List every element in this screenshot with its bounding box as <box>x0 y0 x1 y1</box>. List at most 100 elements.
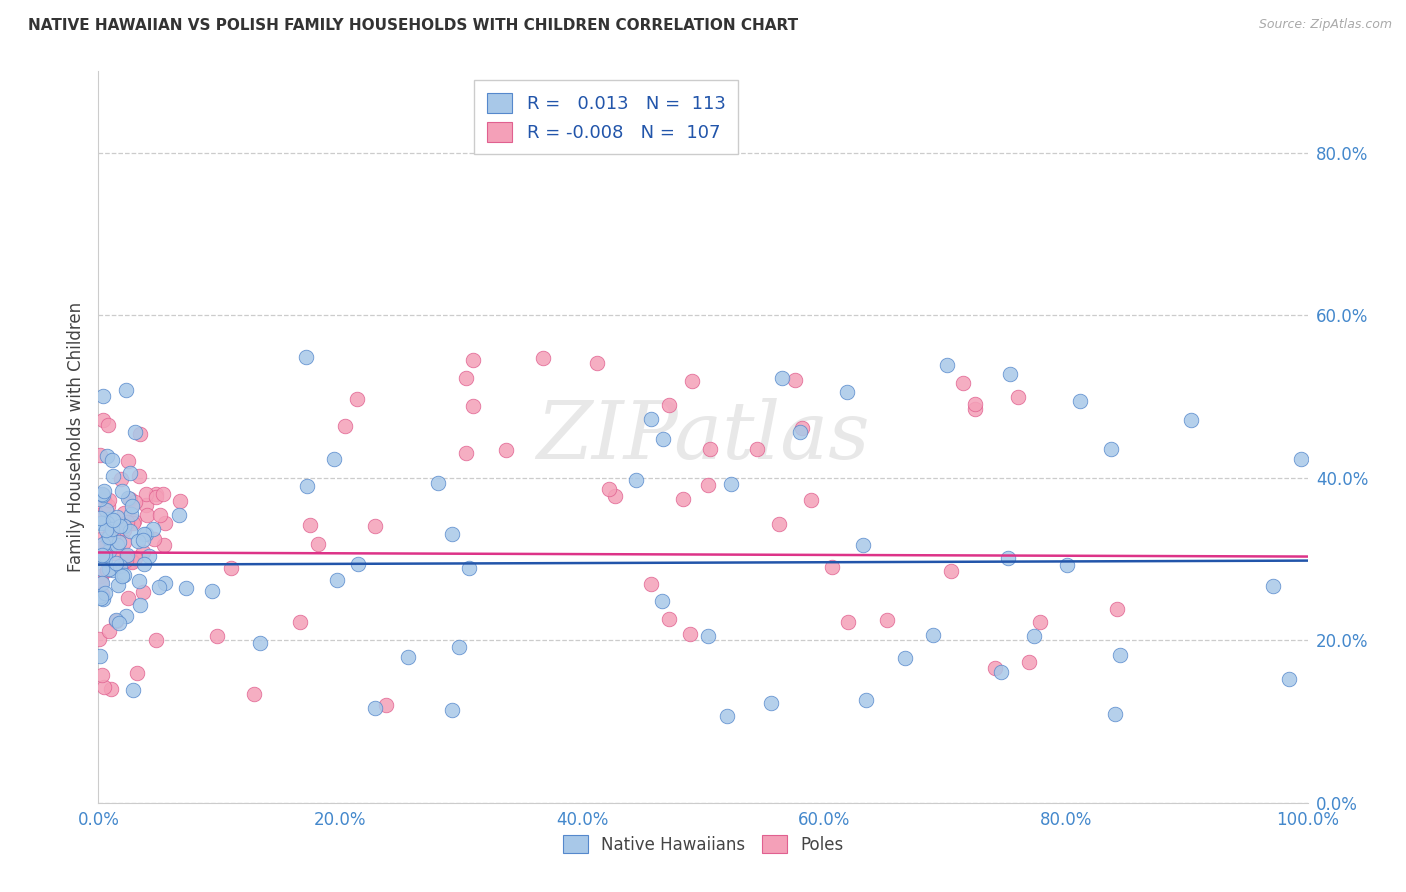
Point <box>128 469 150 483</box>
Point <box>122 514 145 528</box>
Point <box>1107 601 1129 615</box>
Point <box>112 523 135 537</box>
Point <box>93 680 115 694</box>
Point <box>658 398 681 412</box>
Point <box>135 498 157 512</box>
Point <box>121 554 143 568</box>
Point <box>129 599 152 613</box>
Point <box>107 578 129 592</box>
Point <box>679 627 702 641</box>
Point <box>117 591 139 606</box>
Point <box>696 629 718 643</box>
Point <box>96 516 118 530</box>
Point <box>121 499 143 513</box>
Point <box>98 624 121 639</box>
Point <box>893 651 915 665</box>
Point <box>89 648 111 663</box>
Point <box>94 515 117 529</box>
Point <box>458 561 481 575</box>
Point <box>440 526 463 541</box>
Point <box>965 396 987 410</box>
Point <box>105 537 128 551</box>
Point <box>115 384 138 398</box>
Point <box>800 493 823 508</box>
Point <box>120 507 142 521</box>
Point <box>120 466 142 480</box>
Point <box>104 556 127 570</box>
Point <box>134 558 156 572</box>
Point <box>1104 706 1126 721</box>
Point <box>98 562 121 576</box>
Point <box>114 608 136 623</box>
Point <box>783 373 806 387</box>
Point <box>110 472 132 486</box>
Point <box>298 518 321 533</box>
Point <box>249 636 271 650</box>
Point <box>219 560 242 574</box>
Point <box>96 563 118 577</box>
Point <box>98 522 121 536</box>
Point <box>100 681 122 696</box>
Point <box>997 550 1019 565</box>
Point <box>770 370 793 384</box>
Point <box>651 593 673 607</box>
Point <box>167 508 190 522</box>
Point <box>89 448 111 462</box>
Point <box>90 591 112 605</box>
Point <box>449 640 471 654</box>
Point <box>93 389 115 403</box>
Point <box>135 527 157 541</box>
Point <box>89 491 111 506</box>
Point <box>922 628 945 642</box>
Point <box>93 549 115 563</box>
Point <box>427 476 450 491</box>
Point <box>586 356 609 370</box>
Point <box>952 376 974 390</box>
Point <box>91 504 114 518</box>
Point <box>91 575 114 590</box>
Point <box>91 667 114 681</box>
Point <box>118 524 141 538</box>
Point <box>984 661 1007 675</box>
Point <box>495 443 517 458</box>
Point <box>101 563 124 577</box>
Point <box>110 484 132 499</box>
Point <box>96 450 118 464</box>
Point <box>697 477 720 491</box>
Point <box>142 522 165 536</box>
Point <box>716 709 738 723</box>
Point <box>941 564 963 578</box>
Point <box>105 613 128 627</box>
Point <box>101 468 124 483</box>
Point <box>117 454 139 468</box>
Point <box>91 516 114 531</box>
Point <box>346 392 368 407</box>
Point <box>1277 672 1299 686</box>
Point <box>118 492 141 507</box>
Point <box>876 613 898 627</box>
Point <box>98 512 121 526</box>
Point <box>94 586 117 600</box>
Point <box>1108 648 1130 662</box>
Point <box>322 451 344 466</box>
Point <box>640 576 662 591</box>
Point <box>852 537 875 551</box>
Point <box>789 425 811 439</box>
Point <box>699 442 721 456</box>
Point <box>1289 451 1312 466</box>
Point <box>97 500 120 514</box>
Point <box>115 516 138 530</box>
Legend: Native Hawaiians, Poles: Native Hawaiians, Poles <box>555 829 851 860</box>
Point <box>94 548 117 562</box>
Point <box>720 476 742 491</box>
Point <box>440 703 463 717</box>
Point <box>112 567 135 582</box>
Point <box>745 442 768 457</box>
Point <box>90 562 112 576</box>
Point <box>1069 393 1091 408</box>
Point <box>132 526 155 541</box>
Point <box>792 421 814 435</box>
Point <box>135 508 157 522</box>
Point <box>97 530 120 544</box>
Point <box>132 584 155 599</box>
